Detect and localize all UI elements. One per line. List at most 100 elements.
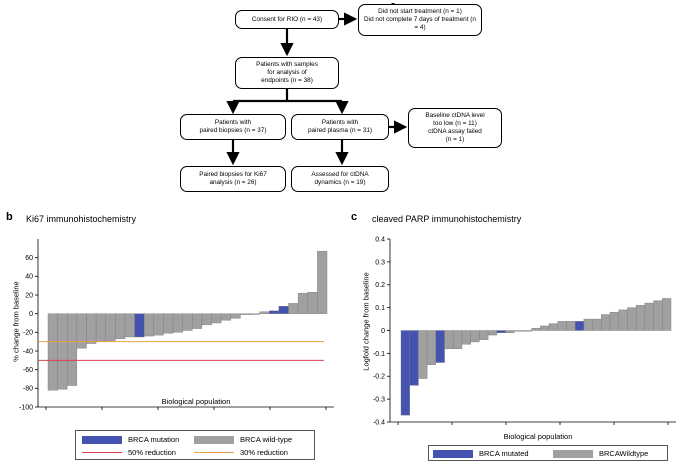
chart-b-bar-27-wildtype xyxy=(307,291,318,314)
chart-c-bar-4-brca xyxy=(435,330,445,363)
chart-b-ytick-label: 0 xyxy=(29,311,33,318)
legend-b-30-label: 30% reduction xyxy=(240,448,288,457)
chart-c-bar-24-wildtype xyxy=(609,311,619,331)
chart-c-bar-1-brca xyxy=(409,330,419,386)
chart-b-ytick-label: -80 xyxy=(23,386,33,393)
chart-c-legend: BRCA mutated BRCAWildtype xyxy=(428,445,668,461)
chart-b-ytick-label: -40 xyxy=(23,348,33,355)
chart-c-bar-7-wildtype xyxy=(461,330,471,345)
legend-c-wildtype-label: BRCAWildtype xyxy=(599,449,649,458)
chart-c-bar-2-wildtype xyxy=(418,330,428,379)
chart-b-title: Ki67 immunohistochemistry xyxy=(26,214,137,224)
chart-b-bar-8-wildtype xyxy=(124,313,135,338)
chart-c-bar-17-wildtype xyxy=(548,323,558,331)
chart-b-ytick-label: 20 xyxy=(25,292,33,299)
legend-c-brca-swatch xyxy=(433,449,473,458)
chart-b-bar-23-brca xyxy=(269,310,280,314)
chart-c-bar-18-wildtype xyxy=(557,321,567,331)
chart-b-bar-18-wildtype xyxy=(220,313,231,321)
chart-b-bar-14-wildtype xyxy=(182,313,193,331)
box-paired-plasma-text: Patients with paired plasma (n = 31) xyxy=(307,119,373,134)
chart-c-ytick-label: -0.4 xyxy=(373,419,385,426)
legend-b-30-line xyxy=(194,452,234,453)
legend-b-30: 30% reduction xyxy=(194,448,288,457)
chart-b-bar-15-wildtype xyxy=(192,313,203,329)
legend-b-50-label: 50% reduction xyxy=(128,448,176,457)
chart-b-ytick-label: -100 xyxy=(19,404,33,411)
box-consent-text: Consent for RIO (n = 43) xyxy=(251,15,323,23)
chart-c-bar-29-wildtype xyxy=(653,300,663,331)
chart-c-ytick-label: 0.3 xyxy=(375,259,385,266)
box-ctdna-dynamics: Assessed for ctDNA dynamics (n = 19) xyxy=(291,166,389,192)
chart-c-ytick-label: -0.2 xyxy=(373,374,385,381)
chart-c-bar-3-wildtype xyxy=(426,330,437,366)
chart-c-ytick-label: -0.3 xyxy=(373,397,385,404)
chart-c-bar-8-wildtype xyxy=(470,330,480,343)
chart-b-bar-13-wildtype xyxy=(172,313,183,333)
chart-c-bar-10-wildtype xyxy=(487,330,498,336)
chart-b-bar-9-brca xyxy=(134,313,145,338)
chart-b-bar-25-wildtype xyxy=(288,303,299,314)
chart-b-bar-7-wildtype xyxy=(115,313,126,340)
chart-c-bar-14-wildtype xyxy=(522,330,532,332)
panel-c-letter: c xyxy=(351,211,358,223)
chart-b-plot: -100 -80 -60 -40 -20 0 20 40 60 xyxy=(19,239,334,411)
chart-b-ytick-label: -60 xyxy=(23,367,33,374)
legend-b-brca: BRCA mutation xyxy=(82,435,179,444)
legend-b-brca-label: BRCA mutation xyxy=(128,435,180,444)
box-paired-biopsies: Patients with paired biopsies (n = 37) xyxy=(180,114,286,140)
chart-c-bar-11-brca xyxy=(496,330,506,333)
box-ki67-analysis-text: Paired biopsies for Ki67 analysis (n = 2… xyxy=(199,171,267,186)
chart-b-bar-21-wildtype xyxy=(249,313,260,315)
chart-b-bar-11-wildtype xyxy=(153,313,164,336)
chart-c-plot: -0.4 -0.3 -0.2 -0.1 0 0.1 0.2 0.3 0.4 xyxy=(373,236,676,426)
legend-b-wildtype-label: BRCA wild-type xyxy=(240,435,293,444)
chart-b-bar-24-brca xyxy=(278,305,289,314)
box-samples-text: Patients with samples for analysis of en… xyxy=(256,61,318,84)
box-ki67-analysis: Paired biopsies for Ki67 analysis (n = 2… xyxy=(180,166,286,192)
chart-b-ytick-label: -20 xyxy=(23,330,33,337)
chart-c-bar-23-wildtype xyxy=(601,314,611,331)
chart-b-bar-1-wildtype xyxy=(57,313,68,390)
chart-c-bar-12-wildtype xyxy=(505,330,515,333)
chart-c-xlabel: Biological population xyxy=(503,432,573,441)
box-paired-plasma: Patients with paired plasma (n = 31) xyxy=(291,114,389,140)
chart-c-bar-20-brca xyxy=(574,321,585,331)
box-ctdna-fail: Baseline ctDNA level too low (n = 11) ct… xyxy=(408,108,502,148)
chart-b-bar-2-wildtype xyxy=(67,313,78,386)
chart-b-ytick-label: 40 xyxy=(25,274,33,281)
legend-b-wildtype: BRCA wild-type xyxy=(194,435,292,444)
box-consent: Consent for RIO (n = 43) xyxy=(235,10,339,29)
chart-b-bar-5-wildtype xyxy=(95,313,106,342)
chart-b-bar-0-wildtype xyxy=(47,313,58,391)
chart-c-bar-5-wildtype xyxy=(444,330,454,349)
chart-b-bar-3-wildtype xyxy=(76,313,87,349)
legend-b-wildtype-swatch xyxy=(194,435,234,444)
chart-c-bar-21-wildtype xyxy=(583,318,593,331)
chart-c-bar-27-wildtype xyxy=(635,305,646,331)
chart-b-ytick-label: 60 xyxy=(25,255,33,262)
legend-b-50: 50% reduction xyxy=(82,448,176,457)
chart-b-bar-16-wildtype xyxy=(201,313,212,326)
chart-b-bar-6-wildtype xyxy=(105,313,116,341)
chart-c-ytick-label: 0 xyxy=(381,328,385,335)
legend-b-brca-swatch xyxy=(82,435,122,444)
chart-c-bar-0-brca xyxy=(400,330,410,416)
chart-b-bar-10-wildtype xyxy=(144,313,155,337)
flowchart-arrows xyxy=(226,12,408,166)
box-excluded: Did not start treatment (n = 1) Did not … xyxy=(358,4,482,36)
chart-c-bar-6-wildtype xyxy=(453,330,463,349)
box-paired-biopsies-text: Patients with paired biopsies (n = 37) xyxy=(199,119,267,134)
legend-c-wildtype-swatch xyxy=(553,449,593,458)
legend-c-brca: BRCA mutated xyxy=(433,449,529,458)
chart-b-bar-17-wildtype xyxy=(211,313,222,324)
chart-c-bar-28-wildtype xyxy=(644,302,654,331)
chart-b-bar-22-wildtype xyxy=(259,311,270,314)
chart-b-bar-26-wildtype xyxy=(297,292,308,314)
box-ctdna-dynamics-text: Assessed for ctDNA dynamics (n = 19) xyxy=(311,171,369,186)
chart-c-bar-13-wildtype xyxy=(514,330,524,332)
chart-b-bar-28-wildtype xyxy=(317,250,328,314)
chart-b-bar-4-wildtype xyxy=(86,313,97,344)
chart-c-ytick-label: -0.1 xyxy=(373,351,385,358)
legend-c-wildtype: BRCAWildtype xyxy=(553,449,648,458)
